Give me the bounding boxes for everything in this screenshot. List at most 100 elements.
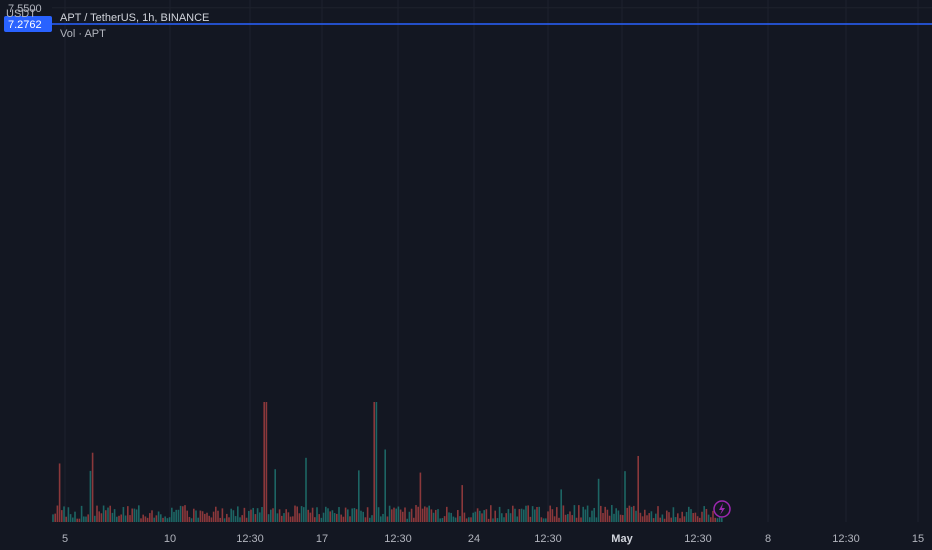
- volume-bar: [573, 505, 576, 522]
- volume-bar: [496, 518, 499, 522]
- volume-bar: [712, 510, 714, 522]
- volume-bar: [419, 472, 422, 522]
- volume-bar: [69, 514, 72, 522]
- volume-bar: [494, 510, 496, 522]
- lightning-bolt-icon: [719, 503, 725, 515]
- volume-bar: [595, 517, 598, 522]
- volume-bar: [624, 471, 626, 522]
- volume-bar: [481, 513, 483, 522]
- volume-bar: [661, 514, 664, 522]
- volume-bar: [217, 510, 219, 522]
- volume-bar: [78, 518, 81, 522]
- volume-bar: [72, 517, 74, 522]
- volume-bar: [406, 518, 408, 522]
- misc-overlays: [713, 500, 731, 518]
- volume-bar: [454, 517, 457, 522]
- volume-bar: [120, 514, 122, 522]
- volume-bar: [490, 505, 492, 522]
- volume-bar: [331, 510, 334, 522]
- volume-bar: [157, 511, 160, 522]
- volume-bar: [305, 457, 307, 522]
- volume-bar: [342, 516, 345, 522]
- x-tick-label: 12:30: [236, 533, 264, 545]
- volume-bar: [459, 516, 461, 522]
- volume-bar: [204, 513, 206, 522]
- volume-bar: [628, 505, 631, 522]
- volume-bar: [523, 509, 525, 522]
- volume-bar: [197, 517, 199, 522]
- volume-bar: [597, 478, 600, 522]
- volume-bar: [85, 516, 87, 522]
- volume-bar: [188, 516, 191, 522]
- x-tick-label: 5: [62, 533, 68, 545]
- volume-bar: [325, 506, 327, 522]
- volume-bar: [56, 505, 59, 522]
- volume-bar: [644, 509, 646, 522]
- volume-bar: [160, 514, 162, 522]
- volume-bar: [549, 505, 551, 522]
- volume-bar: [122, 507, 125, 522]
- x-tick-label: 12:30: [534, 533, 562, 545]
- volume-bar: [281, 515, 283, 522]
- volume-bar: [619, 514, 622, 522]
- volume-bar: [184, 505, 186, 522]
- volume-bar: [710, 517, 712, 522]
- x-tick-label: 12:30: [684, 533, 712, 545]
- volume-bar: [96, 505, 98, 522]
- volume-bar: [133, 508, 136, 522]
- volume-bars: [52, 402, 723, 522]
- volume-bar: [578, 505, 580, 522]
- volume-bar: [611, 505, 613, 522]
- volume-bar: [287, 512, 290, 522]
- volume-bar: [380, 516, 382, 522]
- volume-bar: [74, 511, 76, 522]
- volume-bar: [135, 509, 138, 522]
- volume-bar: [124, 515, 127, 522]
- volume-bar: [635, 510, 637, 522]
- volume-bar: [149, 513, 151, 522]
- volume-bar: [366, 507, 369, 522]
- volume-bar: [608, 515, 611, 522]
- volume-bar: [391, 509, 393, 522]
- volume-bar: [650, 511, 653, 522]
- volume-bar: [666, 510, 668, 522]
- volume-bar: [336, 513, 338, 522]
- volume-bar: [80, 505, 83, 522]
- volume-bar: [127, 506, 129, 522]
- volume-bar: [270, 509, 272, 522]
- volume-bar: [168, 517, 171, 522]
- volume-bar: [426, 507, 428, 522]
- horizontal-levels[interactable]: [52, 0, 932, 25]
- volume-bar: [551, 509, 554, 522]
- volume-bar: [138, 505, 140, 522]
- volume-bar: [479, 510, 481, 522]
- x-tick-label: May: [611, 533, 633, 545]
- volume-bar: [355, 509, 358, 522]
- volume-bar: [452, 516, 455, 522]
- volume-bar: [199, 510, 202, 522]
- volume-bar: [166, 518, 169, 522]
- volume-bar: [677, 513, 679, 522]
- volume-bar: [76, 518, 78, 522]
- volume-bar: [382, 513, 384, 522]
- volume-bar: [296, 506, 298, 522]
- volume-bar: [672, 507, 675, 522]
- symbol-title[interactable]: APT / TetherUS, 1h, BINANCE: [60, 12, 210, 24]
- volume-bar: [641, 516, 644, 522]
- volume-bar: [569, 511, 571, 522]
- volume-bar: [707, 514, 710, 522]
- volume-bar: [349, 516, 351, 522]
- volume-bar: [591, 510, 593, 522]
- volume-bar: [292, 516, 294, 522]
- volume-bar: [589, 517, 591, 522]
- volume-bar: [560, 489, 562, 522]
- volume-bar: [360, 510, 362, 522]
- volume-bar: [91, 452, 94, 522]
- volume-bar: [417, 506, 419, 522]
- volume-indicator-label[interactable]: Vol · APT: [60, 28, 106, 40]
- volume-bar: [395, 508, 397, 522]
- volume-bar: [182, 506, 184, 522]
- volume-bar: [432, 512, 435, 522]
- volume-bar: [83, 516, 85, 522]
